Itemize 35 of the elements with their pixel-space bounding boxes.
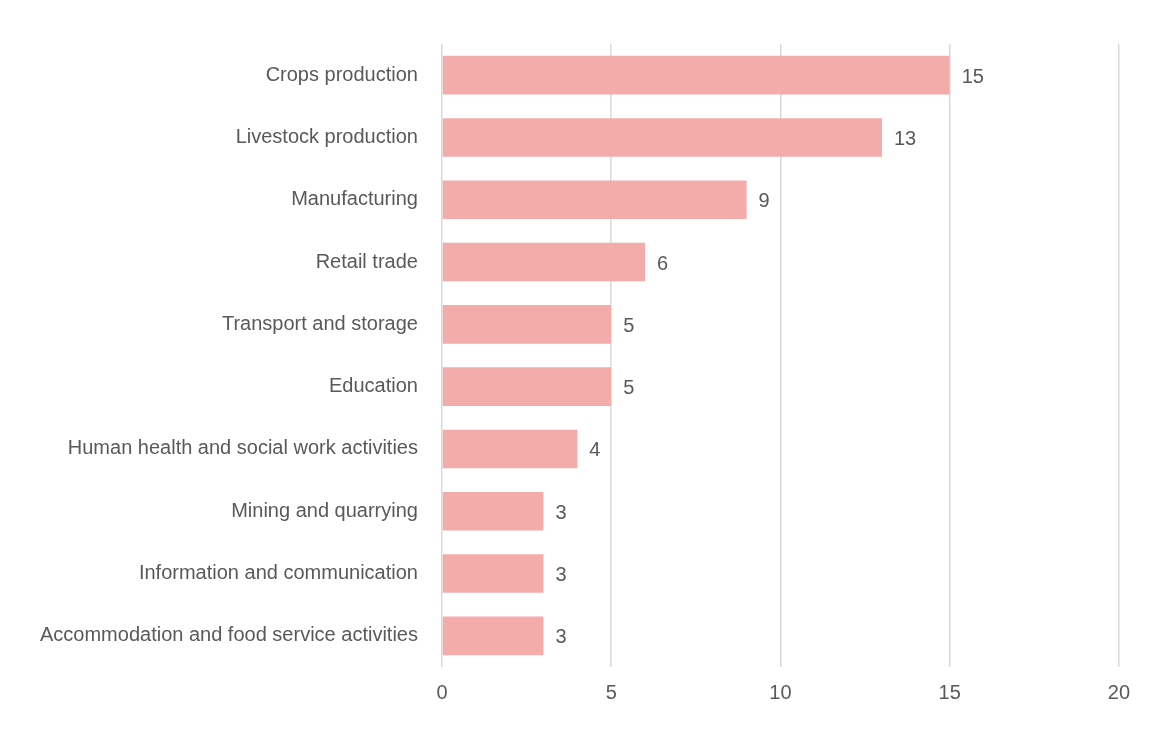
y-tick-label: Accommodation and food service activities bbox=[39, 623, 418, 646]
y-tick-label: Livestock production bbox=[235, 124, 418, 147]
data-label: 5 bbox=[623, 376, 635, 399]
x-tick-label: 0 bbox=[436, 680, 448, 703]
data-label: 9 bbox=[758, 189, 770, 212]
y-tick-label: Crops production bbox=[265, 62, 418, 85]
x-tick-label: 10 bbox=[769, 680, 792, 703]
data-label: 6 bbox=[657, 251, 669, 274]
y-tick-label: Manufacturing bbox=[291, 187, 418, 210]
data-label: 3 bbox=[555, 500, 567, 523]
bar bbox=[442, 305, 612, 344]
x-tick-label: 20 bbox=[1107, 680, 1130, 703]
bar bbox=[442, 554, 544, 593]
y-tick-label: Human health and social work activities bbox=[67, 436, 418, 459]
data-label: 13 bbox=[893, 126, 917, 149]
bar bbox=[442, 616, 544, 656]
x-tick-label: 5 bbox=[605, 680, 617, 703]
x-tick-label: 15 bbox=[938, 680, 961, 703]
bar bbox=[442, 180, 747, 220]
data-label: 15 bbox=[961, 64, 984, 87]
bar bbox=[442, 55, 950, 95]
bar bbox=[442, 242, 646, 282]
bar bbox=[442, 118, 882, 157]
bar bbox=[442, 367, 612, 406]
y-tick-label: Transport and storage bbox=[221, 311, 418, 334]
y-tick-label: Mining and quarrying bbox=[231, 498, 418, 521]
bar bbox=[442, 491, 544, 531]
data-label: 4 bbox=[589, 438, 601, 461]
data-label: 5 bbox=[623, 313, 635, 336]
y-tick-label: Education bbox=[328, 374, 418, 397]
y-tick-label: Information and communication bbox=[138, 561, 418, 584]
bar bbox=[442, 429, 578, 469]
data-label: 3 bbox=[555, 563, 567, 586]
data-label: 3 bbox=[555, 625, 567, 648]
y-tick-label: Retail trade bbox=[315, 249, 418, 272]
